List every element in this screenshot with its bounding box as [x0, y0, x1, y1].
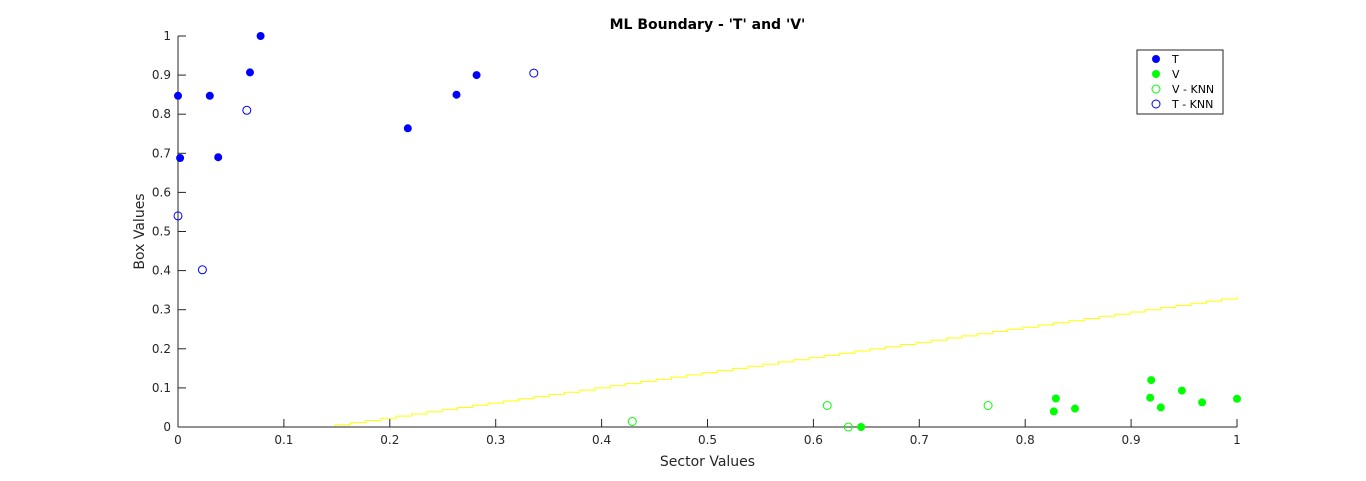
data-point [857, 423, 866, 431]
x-tick-label: 0.6 [804, 433, 823, 447]
series-v [857, 376, 1241, 431]
series-v-knn [627, 401, 993, 432]
x-tick-label: 0.1 [274, 433, 293, 447]
y-tick-label: 0 [163, 420, 171, 434]
data-point [1051, 394, 1060, 403]
data-point [822, 401, 832, 410]
data-point [1198, 398, 1207, 407]
y-tick-label: 0.9 [152, 68, 171, 82]
data-point [1146, 393, 1155, 402]
data-point [843, 422, 853, 432]
legend: TV V - KNN T - KNN [1136, 49, 1224, 115]
series-t-knn [173, 68, 539, 275]
data-point [173, 211, 183, 221]
x-tick-label: 0 [174, 433, 182, 447]
legend-marker [1151, 84, 1161, 94]
data-point [1147, 376, 1156, 385]
data-point [403, 124, 412, 133]
x-tick-label: 0.2 [380, 433, 399, 447]
y-tick-label: 0.4 [152, 264, 171, 278]
x-axis-label: Sector Values [660, 454, 755, 470]
data-point [256, 32, 265, 40]
data-point [529, 68, 539, 78]
data-point [472, 71, 481, 80]
y-tick-label: 0.1 [152, 381, 171, 395]
legend-box [1136, 49, 1224, 115]
data-point [246, 68, 254, 77]
boundary-layer [319, 296, 1238, 428]
legend-label: V - KNN [1172, 83, 1214, 96]
data-point [174, 91, 182, 100]
series-t [174, 32, 481, 162]
y-tick-label: 0.7 [152, 146, 171, 160]
data-point [627, 417, 637, 426]
x-tick-label: 0.8 [1016, 433, 1035, 447]
x-tick-label: 0.5 [698, 433, 717, 447]
legend-marker [1152, 70, 1160, 78]
x-tick-label: 0.7 [910, 433, 929, 447]
boundary-line [319, 296, 1238, 428]
data-point [197, 265, 207, 275]
legend-marker [1151, 99, 1161, 109]
y-tick-label: 0.6 [152, 185, 171, 199]
data-point [1177, 386, 1186, 395]
data-point [176, 154, 185, 162]
data-point [452, 90, 461, 99]
legend-label: T - KNN [1171, 98, 1213, 111]
data-point [205, 91, 214, 100]
y-tick-label: 0.3 [152, 303, 171, 317]
x-tick-label: 1 [1233, 433, 1241, 447]
y-tick-label: 0.8 [152, 107, 171, 121]
y-tick-label: 0.2 [152, 342, 171, 356]
legend-label: V [1172, 68, 1180, 81]
data-point [1233, 394, 1241, 403]
y-tick-label: 1 [163, 29, 171, 43]
y-tick-label: 0.5 [152, 225, 171, 239]
legend-marker [1152, 55, 1160, 63]
x-tick-label: 0.3 [486, 433, 505, 447]
data-point [1156, 403, 1165, 412]
x-tick-label: 0.4 [592, 433, 611, 447]
chart-title: ML Boundary - 'T' and 'V' [610, 17, 806, 33]
data-point [242, 105, 252, 115]
data-point [1071, 404, 1079, 413]
data-point [214, 153, 223, 162]
data-point [1049, 407, 1058, 416]
y-axis-label: Box Values [132, 193, 148, 269]
axes: 0 0.1 0.2 0.3 0.4 0.5 0.6 0.7 0.8 0.9 1 0 0.1 0.2 0.3 0… [152, 29, 1241, 447]
data-points [173, 32, 1241, 432]
legend-label: T [1171, 53, 1179, 66]
data-point [983, 401, 993, 410]
x-tick-label: 0.9 [1122, 433, 1141, 447]
